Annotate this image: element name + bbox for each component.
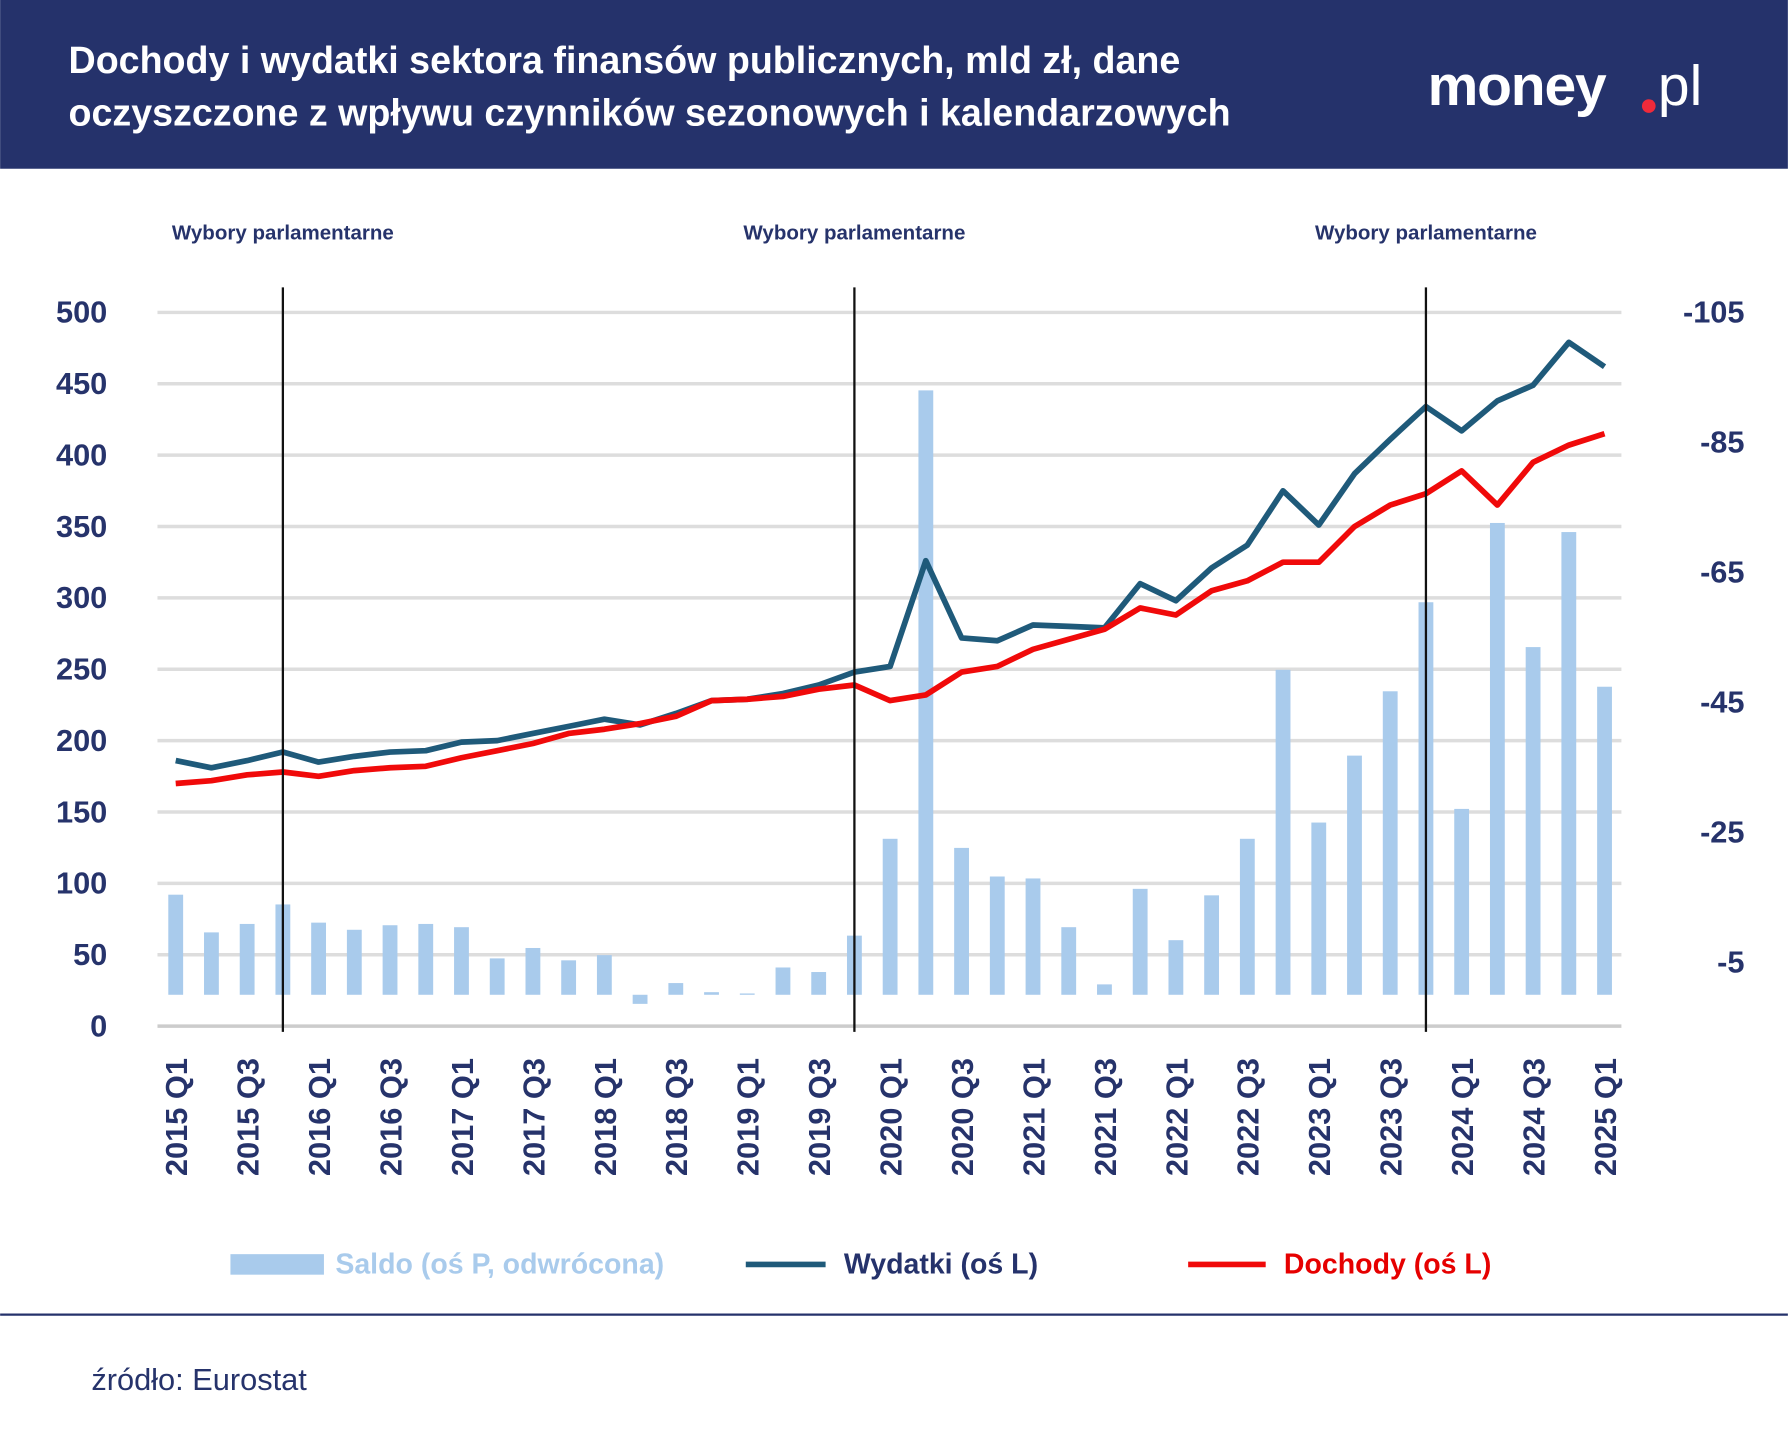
- x-tick-label: 2024 Q1: [1445, 1058, 1480, 1176]
- money-pl-logo: money pl: [1428, 54, 1703, 118]
- svg-text:pl: pl: [1658, 54, 1702, 118]
- x-tick-label: 2023 Q1: [1302, 1058, 1337, 1176]
- saldo-bar: [382, 925, 398, 995]
- saldo-bar: [1311, 822, 1327, 995]
- y-right-tick-label: -45: [1700, 685, 1744, 720]
- y-left-tick-label: 200: [56, 723, 107, 758]
- saldo-bar: [1454, 808, 1470, 995]
- saldo-bar: [1489, 522, 1505, 995]
- y-left-tick-label: 400: [56, 437, 107, 472]
- saldo-bar: [1168, 940, 1184, 995]
- x-tick-label: 2023 Q3: [1374, 1058, 1409, 1176]
- x-tick-label: 2024 Q3: [1516, 1058, 1551, 1176]
- legend-label-wydatki: Wydatki (oś L): [844, 1249, 1038, 1281]
- y-right-tick-label: -25: [1700, 815, 1744, 850]
- x-tick-label: 2025 Q1: [1588, 1058, 1623, 1176]
- saldo-bar: [882, 838, 898, 995]
- y-left-tick-label: 100: [56, 866, 107, 901]
- saldo-bar: [632, 994, 648, 1004]
- chart-title-line1: Dochody i wydatki sektora finansów publi…: [69, 39, 1181, 81]
- y-left-tick-label: 0: [90, 1008, 107, 1043]
- election-annotation: Wybory parlamentarne: [1315, 221, 1537, 244]
- y-left-tick-label: 250: [56, 652, 107, 687]
- saldo-bar: [489, 958, 505, 995]
- saldo-bar: [1525, 647, 1541, 995]
- x-tick-label: 2018 Q1: [588, 1058, 623, 1176]
- saldo-bar: [1382, 691, 1398, 995]
- saldo-bar: [775, 967, 791, 995]
- saldo-bar: [811, 972, 827, 995]
- saldo-bar: [1597, 686, 1612, 995]
- y-left-tick-label: 50: [73, 937, 107, 972]
- saldo-bar: [1132, 888, 1148, 995]
- y-right-tick-label: -85: [1700, 425, 1744, 460]
- x-tick-label: 2022 Q3: [1231, 1058, 1266, 1176]
- x-tick-label: 2020 Q3: [945, 1058, 980, 1176]
- saldo-bar: [1275, 669, 1291, 995]
- saldo-bar: [704, 992, 719, 995]
- source-note: źródło: Eurostat: [91, 1362, 307, 1397]
- y-left-tick-label: 150: [56, 794, 107, 829]
- y-right-tick-label: -105: [1683, 295, 1745, 330]
- x-tick-label: 2019 Q3: [802, 1058, 837, 1176]
- saldo-bar: [1204, 895, 1220, 995]
- legend: Saldo (oś P, odwrócona) Wydatki (oś L) D…: [230, 1249, 1491, 1281]
- saldo-bar: [989, 876, 1005, 995]
- saldo-bar: [561, 960, 577, 995]
- saldo-bar: [1239, 838, 1255, 995]
- x-tick-label: 2020 Q1: [874, 1058, 909, 1176]
- x-tick-label: 2016 Q3: [373, 1058, 408, 1176]
- x-tick-label: 2016 Q1: [302, 1058, 337, 1176]
- y-right-tick-label: -65: [1700, 555, 1744, 590]
- svg-text:money: money: [1428, 54, 1607, 118]
- saldo-bar: [1561, 532, 1577, 995]
- saldo-bar: [311, 922, 327, 995]
- x-tick-label: 2021 Q3: [1088, 1058, 1123, 1176]
- y-right-tick-label: -5: [1717, 945, 1744, 980]
- saldo-bar: [954, 847, 969, 995]
- header-banner: [0, 0, 1788, 169]
- election-annotation: Wybory parlamentarne: [743, 221, 965, 244]
- x-tick-label: 2021 Q1: [1016, 1058, 1051, 1176]
- y-left-tick-label: 350: [56, 509, 107, 544]
- chart-title-line2: oczyszczone z wpływu czynników sezonowyc…: [69, 91, 1231, 133]
- legend-label-dochody: Dochody (oś L): [1284, 1249, 1491, 1281]
- y-left-tick-label: 500: [56, 295, 107, 330]
- saldo-bar: [668, 983, 684, 995]
- saldo-bar: [346, 929, 362, 995]
- x-tick-label: 2022 Q1: [1159, 1058, 1194, 1176]
- saldo-bar: [1061, 927, 1077, 995]
- x-tick-label: 2017 Q3: [516, 1058, 551, 1176]
- wydatki-line: [175, 339, 1607, 771]
- saldo-bar: [525, 947, 541, 995]
- saldo-bar: [204, 932, 219, 995]
- x-tick-label: 2019 Q1: [731, 1058, 766, 1176]
- saldo-bar: [239, 923, 255, 995]
- y-left-tick-label: 450: [56, 366, 107, 401]
- saldo-bar: [596, 955, 612, 995]
- saldo-bar: [739, 993, 755, 995]
- x-tick-label: 2015 Q1: [159, 1058, 194, 1176]
- saldo-bar: [168, 894, 184, 995]
- x-tick-label: 2017 Q1: [445, 1058, 480, 1176]
- x-tick-label: 2015 Q3: [231, 1058, 266, 1176]
- election-annotation: Wybory parlamentarne: [172, 221, 394, 244]
- x-tick-label: 2018 Q3: [659, 1058, 694, 1176]
- saldo-bar: [454, 927, 469, 995]
- legend-swatch-saldo: [230, 1254, 324, 1275]
- legend-label-saldo: Saldo (oś P, odwrócona): [335, 1249, 664, 1281]
- saldo-bar: [1025, 878, 1041, 995]
- saldo-bar: [418, 923, 434, 995]
- y-left-tick-label: 300: [56, 580, 107, 615]
- saldo-bar: [1347, 755, 1362, 995]
- dochody-line: [175, 430, 1606, 787]
- saldo-bar: [1097, 984, 1112, 995]
